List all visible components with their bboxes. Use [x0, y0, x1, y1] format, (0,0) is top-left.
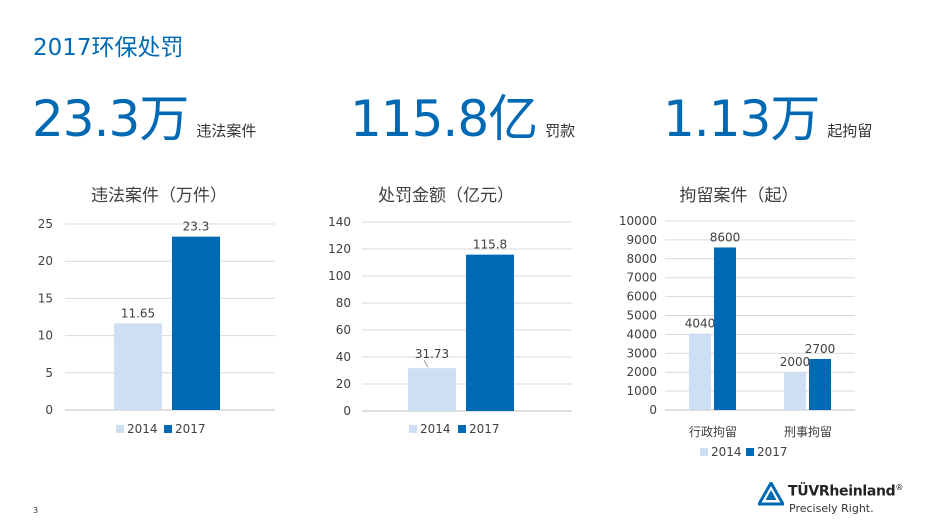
y-tick-label: 5 [45, 366, 53, 380]
y-tick-label: 1000 [626, 384, 657, 398]
stat-fines: 115.8亿 罚款 [350, 90, 575, 148]
legend-swatch-2017 [458, 425, 466, 433]
stat-value: 115.8亿 [350, 90, 538, 148]
chart-title: 违法案件（万件） [91, 186, 227, 206]
y-tick-label: 10000 [619, 214, 657, 228]
y-tick-label: 6000 [626, 290, 657, 304]
legend-swatch-2014 [700, 448, 708, 456]
chart-title: 拘留案件（起） [680, 186, 799, 206]
brand-tagline: Precisely Right. [789, 502, 874, 515]
stat-label: 起拘留 [827, 122, 873, 140]
registered-mark: ® [895, 483, 904, 492]
stat-label: 罚款 [545, 122, 576, 140]
stat-value: 23.3万 [32, 90, 189, 148]
y-tick-label: 9000 [626, 233, 657, 247]
bar-2014 [408, 368, 456, 411]
legend-label: 2017 [757, 445, 788, 459]
data-label: 11.65 [121, 306, 155, 320]
y-tick-label: 5000 [626, 309, 657, 323]
data-label: 23.3 [183, 220, 210, 234]
bar-2014 [784, 372, 806, 410]
data-label: 4040 [685, 317, 716, 331]
y-tick-label: 25 [38, 217, 53, 231]
legend-label: 2014 [420, 422, 451, 436]
bar-2017 [809, 358, 831, 410]
y-tick-label: 0 [343, 404, 351, 418]
legend-label: 2017 [469, 422, 500, 436]
data-label: 8600 [710, 230, 741, 244]
data-label: 115.8 [473, 238, 507, 252]
y-tick-label: 10 [38, 329, 53, 343]
category-label: 行政拘留 [689, 425, 737, 439]
data-label: 2700 [805, 342, 836, 356]
stat-label: 违法案件 [196, 122, 257, 140]
bar-2014 [689, 333, 711, 410]
stat-detentions: 1.13万 起拘留 [663, 90, 872, 148]
bar-2017 [172, 236, 220, 410]
y-tick-label: 120 [328, 242, 351, 256]
brand-name: TÜVRheinland® [788, 483, 904, 500]
legend-label: 2014 [711, 445, 742, 459]
data-label: 2000 [780, 355, 811, 369]
y-tick-label: 140 [328, 215, 351, 229]
chart-title: 处罚金额（亿元） [378, 186, 514, 206]
y-tick-label: 4000 [626, 327, 657, 341]
y-tick-label: 80 [336, 296, 351, 310]
legend-label: 2017 [175, 422, 206, 436]
legend-swatch-2014 [116, 425, 124, 433]
bar-2017 [466, 254, 514, 411]
page-number: 3 [33, 506, 39, 515]
page-title: 2017环保处罚 [33, 35, 184, 61]
legend-swatch-2014 [409, 425, 417, 433]
y-tick-label: 15 [38, 291, 53, 305]
stat-value: 1.13万 [663, 90, 820, 148]
y-tick-label: 20 [336, 377, 351, 391]
tuv-triangle-logo-icon [758, 482, 784, 506]
stat-violation-cases: 23.3万 违法案件 [32, 90, 256, 148]
legend-swatch-2017 [746, 448, 754, 456]
leader-line [423, 359, 429, 368]
brand-block: TÜVRheinland® Precisely Right. [758, 480, 918, 520]
y-tick-label: 8000 [626, 252, 657, 266]
y-tick-label: 40 [336, 350, 351, 364]
bar-2014 [114, 323, 162, 410]
y-tick-label: 7000 [626, 271, 657, 285]
legend-label: 2014 [127, 422, 158, 436]
data-label: 31.73 [415, 347, 449, 361]
y-tick-label: 0 [649, 403, 657, 417]
legend-swatch-2017 [164, 425, 172, 433]
category-label: 刑事拘留 [784, 425, 832, 439]
y-tick-label: 100 [328, 269, 351, 283]
y-tick-label: 2000 [626, 365, 657, 379]
y-tick-label: 3000 [626, 346, 657, 360]
bar-2017 [714, 247, 736, 410]
y-tick-label: 20 [38, 254, 53, 268]
y-tick-label: 0 [45, 403, 53, 417]
y-tick-label: 60 [336, 323, 351, 337]
